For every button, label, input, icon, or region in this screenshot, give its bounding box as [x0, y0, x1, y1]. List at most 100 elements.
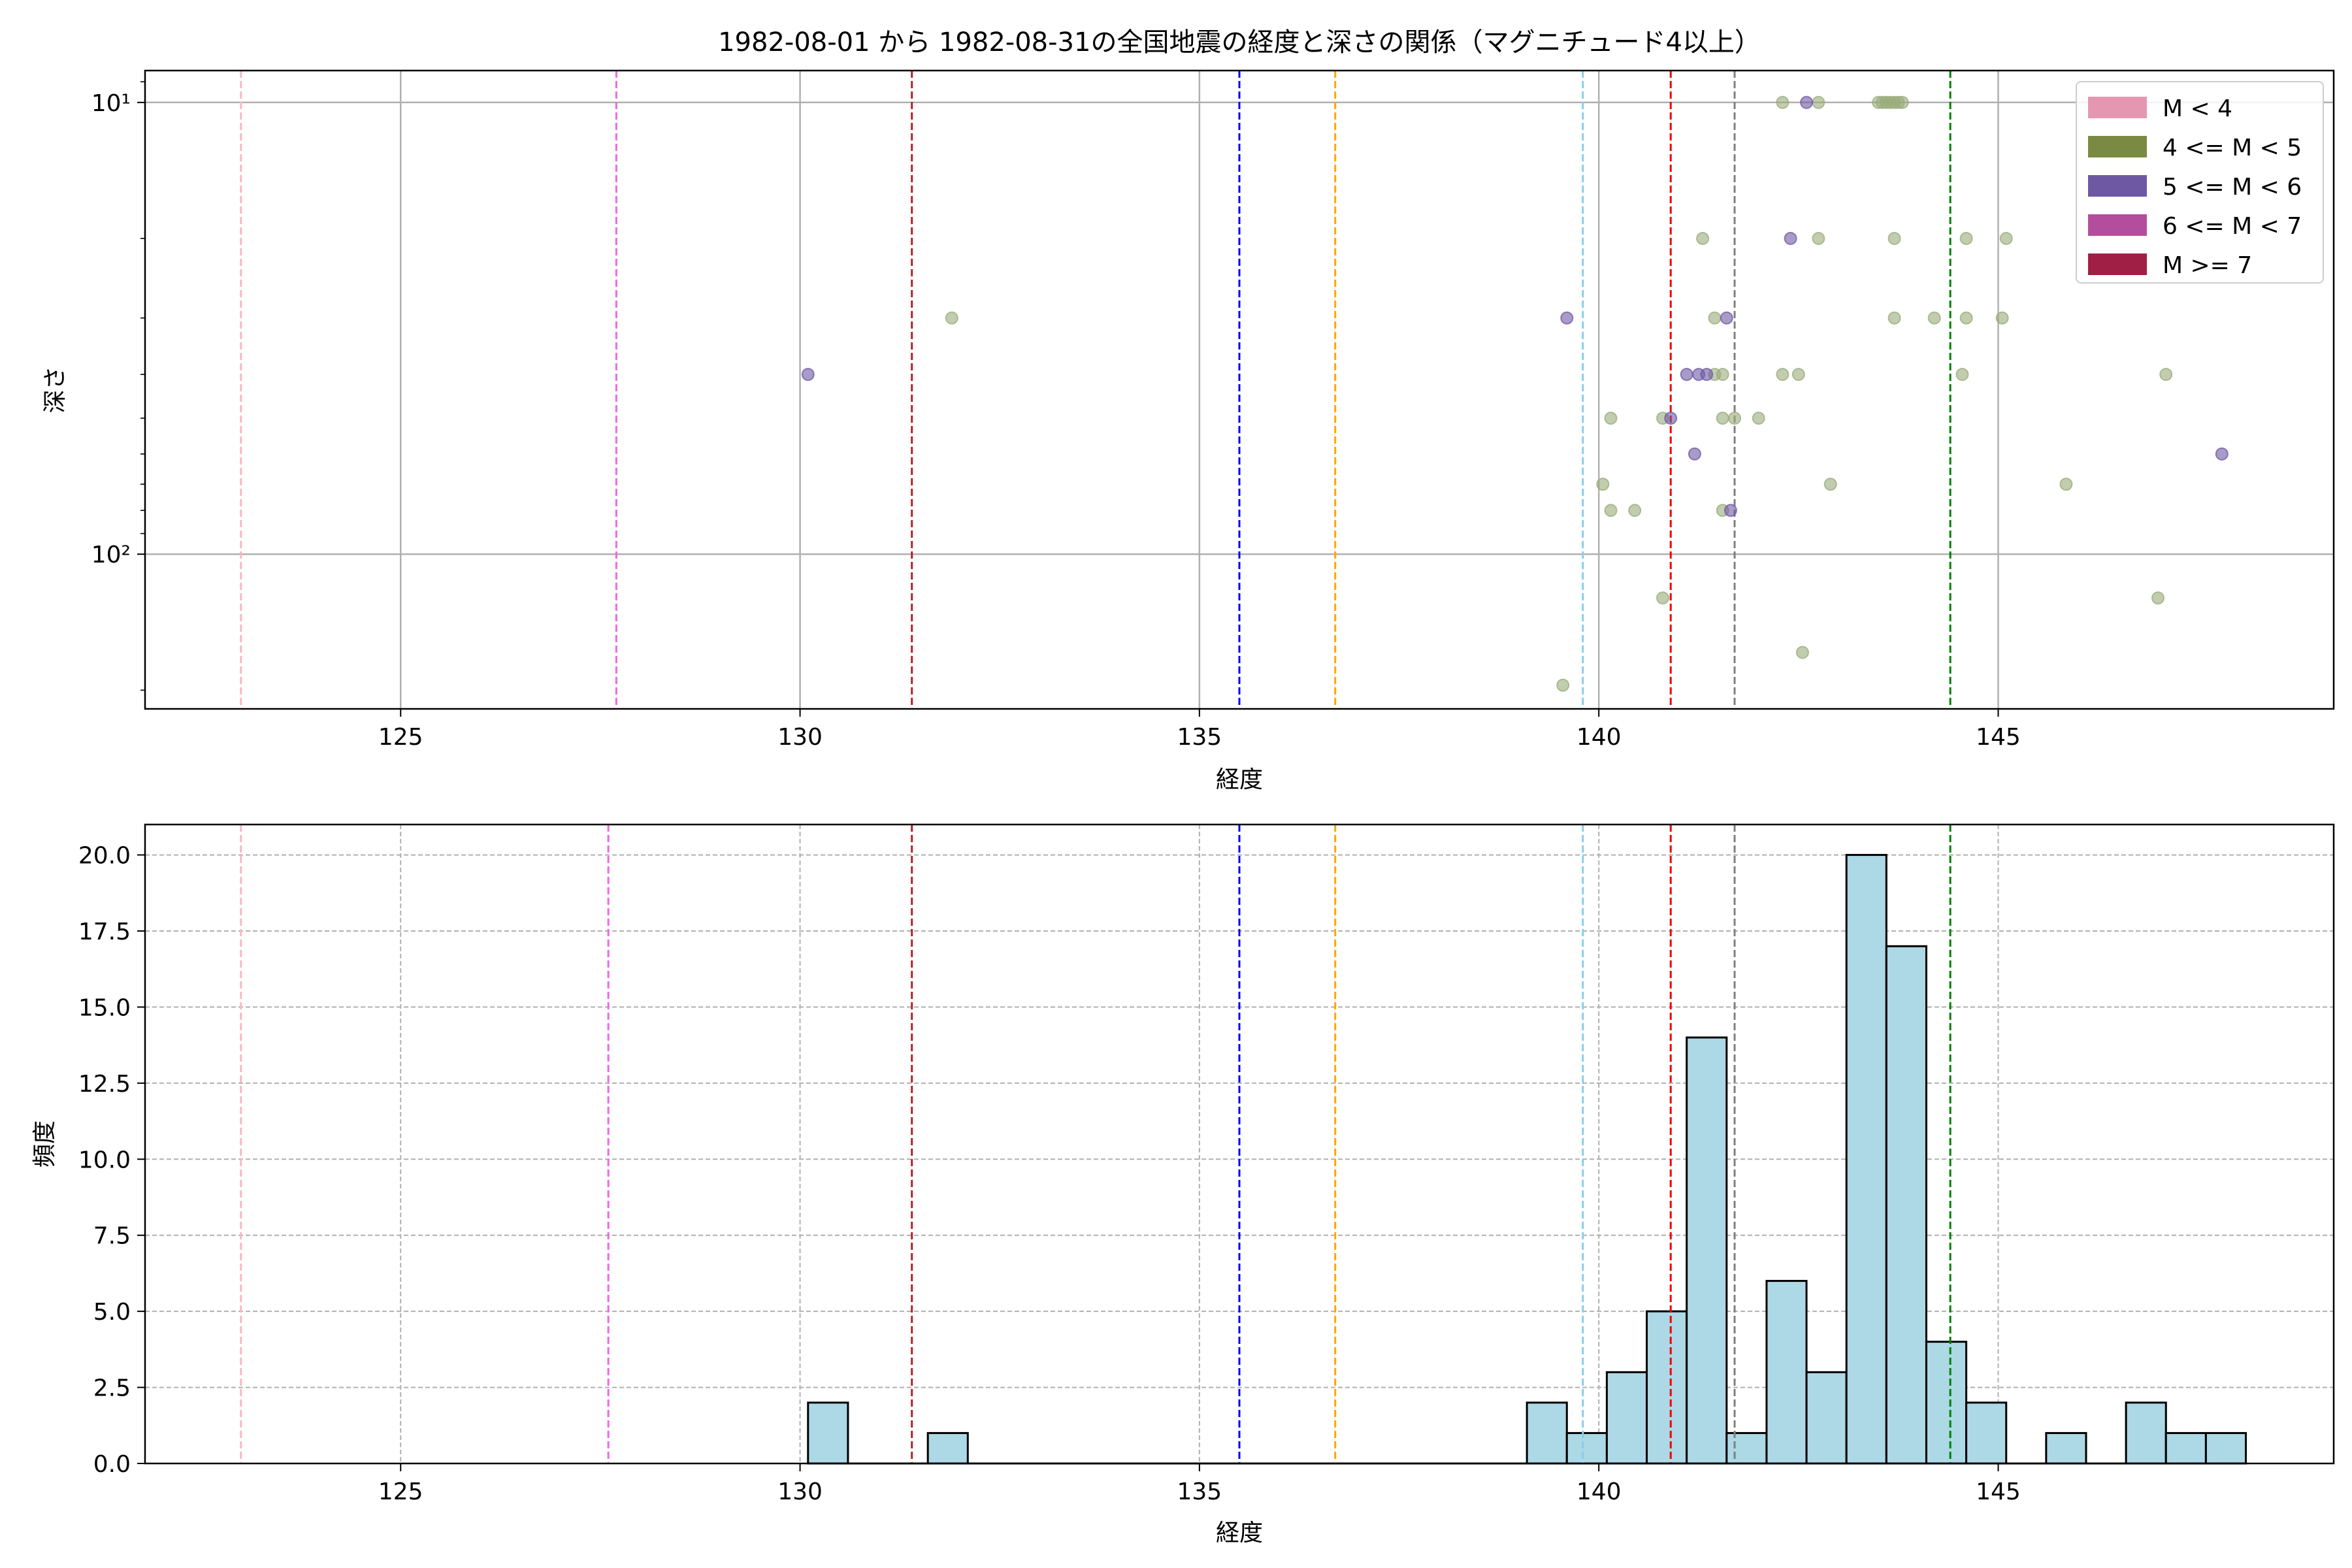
- scatter-point: [1720, 311, 1733, 325]
- histogram-y-ticks: 0.0 2.5 5.0 7.5 10.0 12.5 15.0 17.5 20.0: [78, 843, 145, 1478]
- scatter-point: [801, 368, 815, 382]
- scatter-point: [1812, 95, 1825, 109]
- histogram-reference-lines: [240, 825, 1952, 1463]
- scatter-point: [1604, 504, 1618, 517]
- histogram-y-tick-label: 15.0: [78, 994, 131, 1021]
- histogram-x-tick-label: 145: [1976, 1478, 2021, 1505]
- scatter-point: [1776, 368, 1789, 382]
- scatter-y-ticks: 10¹ 10²: [91, 81, 145, 691]
- scatter-point: [1716, 412, 1729, 425]
- scatter-point: [1791, 368, 1805, 382]
- scatter-point: [1784, 231, 1797, 245]
- scatter-point: [1723, 504, 1737, 517]
- scatter-y-axis-label: 深さ: [42, 366, 69, 413]
- scatter-point: [1800, 95, 1814, 109]
- scatter-point: [1955, 368, 1969, 382]
- scatter-point: [1752, 412, 1765, 425]
- scatter-point: [1812, 231, 1825, 245]
- histogram-y-axis-label: 頻度: [31, 1120, 58, 1168]
- scatter-x-tick-label: 140: [1576, 724, 1622, 751]
- histogram-y-tick-label: 10.0: [78, 1147, 131, 1173]
- histogram-y-tick-label: 7.5: [93, 1223, 131, 1250]
- histogram-x-tick-label: 125: [378, 1478, 423, 1505]
- scatter-points: [801, 95, 2229, 692]
- legend-swatch: [2088, 136, 2147, 157]
- scatter-point: [1716, 368, 1729, 382]
- legend-label: 4 <= M < 5: [2163, 135, 2302, 161]
- scatter-point: [1628, 504, 1642, 517]
- scatter-point: [1596, 478, 1610, 491]
- scatter-panel: 1982-08-01 から 1982-08-31の全国地震の経度と深さの関係（マ…: [42, 27, 2335, 793]
- legend-swatch: [2088, 253, 2147, 275]
- histogram-bar: [1885, 945, 1927, 1465]
- scatter-plot-area: [144, 69, 2335, 710]
- histogram-y-tick-label: 0.0: [93, 1451, 131, 1478]
- legend-label: 5 <= M < 6: [2163, 174, 2302, 201]
- histogram-bar: [1565, 1431, 1608, 1465]
- legend: M < 4 4 <= M < 5 5 <= M < 6 6 <= M < 7 M >= …: [2076, 81, 2324, 284]
- histogram-bar: [1725, 1431, 1768, 1465]
- histogram-bar: [1646, 1310, 1688, 1465]
- legend-swatch: [2088, 214, 2147, 236]
- scatter-point: [1823, 478, 1837, 491]
- scatter-point: [1708, 311, 1722, 325]
- histogram-bar: [1805, 1371, 1848, 1465]
- histogram-x-tick-label: 140: [1576, 1478, 1622, 1505]
- histogram-bars: [807, 854, 2247, 1465]
- scatter-point: [1887, 311, 1901, 325]
- scatter-point: [1887, 231, 1901, 245]
- scatter-point: [1688, 447, 1701, 461]
- scatter-point: [1995, 311, 2009, 325]
- scatter-point: [2159, 368, 2173, 382]
- legend-label: M < 4: [2163, 95, 2232, 122]
- histogram-bar: [2125, 1401, 2167, 1465]
- histogram-bar: [1686, 1036, 1728, 1465]
- scatter-point: [1700, 368, 1714, 382]
- histogram-bar: [926, 1431, 969, 1465]
- histogram-y-tick-label: 20.0: [78, 843, 131, 870]
- scatter-point: [1560, 311, 1574, 325]
- histogram-plot-area: [144, 823, 2335, 1465]
- chart-title: 1982-08-01 から 1982-08-31の全国地震の経度と深さの関係（マ…: [718, 27, 1761, 57]
- histogram-y-tick-label: 2.5: [93, 1375, 131, 1402]
- scatter-point: [1696, 231, 1710, 245]
- scatter-reference-lines: [240, 71, 1952, 709]
- histogram-x-ticks: 125 130 135 140 145: [378, 1463, 2021, 1505]
- legend-swatch: [2088, 97, 2147, 118]
- scatter-point: [2059, 478, 2073, 491]
- histogram-bar: [1925, 1341, 1968, 1465]
- histogram-bar: [1965, 1401, 2008, 1465]
- histogram-x-axis-label: 経度: [1216, 1520, 1263, 1546]
- histogram-bar: [1845, 854, 1887, 1465]
- scatter-point: [1959, 311, 1973, 325]
- scatter-point: [1959, 231, 1973, 245]
- histogram-y-tick-label: 5.0: [93, 1299, 131, 1326]
- histogram-x-tick-label: 135: [1177, 1478, 1222, 1505]
- histogram-bar: [1526, 1401, 1568, 1465]
- scatter-point: [1795, 645, 1809, 659]
- legend-swatch: [2088, 175, 2147, 197]
- histogram-panel: 125 130 135 140 145 0.0 2.5 5.0 7.5 10.0 12.5 15.0…: [31, 823, 2335, 1546]
- scatter-x-tick-label: 145: [1976, 724, 2021, 751]
- legend-label: M >= 7: [2163, 252, 2252, 279]
- histogram-x-tick-label: 130: [777, 1478, 823, 1505]
- histogram-bar: [1605, 1371, 1648, 1465]
- scatter-point: [1556, 678, 1570, 692]
- histogram-y-tick-label: 12.5: [78, 1071, 131, 1098]
- scatter-x-tick-label: 135: [1177, 724, 1222, 751]
- scatter-x-tick-label: 130: [777, 724, 823, 751]
- scatter-x-ticks: 125 130 135 140 145: [378, 709, 2021, 751]
- histogram-bar: [2045, 1431, 2087, 1465]
- scatter-point: [1895, 95, 1909, 109]
- histogram-bar: [2164, 1431, 2207, 1465]
- histogram-bar: [807, 1401, 849, 1465]
- scatter-y-tick-label: 10²: [91, 542, 131, 568]
- scatter-x-axis-label: 経度: [1216, 766, 1263, 793]
- histogram-bar: [2204, 1431, 2247, 1465]
- scatter-point: [1664, 412, 1678, 425]
- scatter-point: [2215, 447, 2229, 461]
- scatter-point: [1776, 95, 1789, 109]
- scatter-point: [1604, 412, 1618, 425]
- scatter-point: [1999, 231, 2013, 245]
- scatter-point: [2151, 591, 2165, 605]
